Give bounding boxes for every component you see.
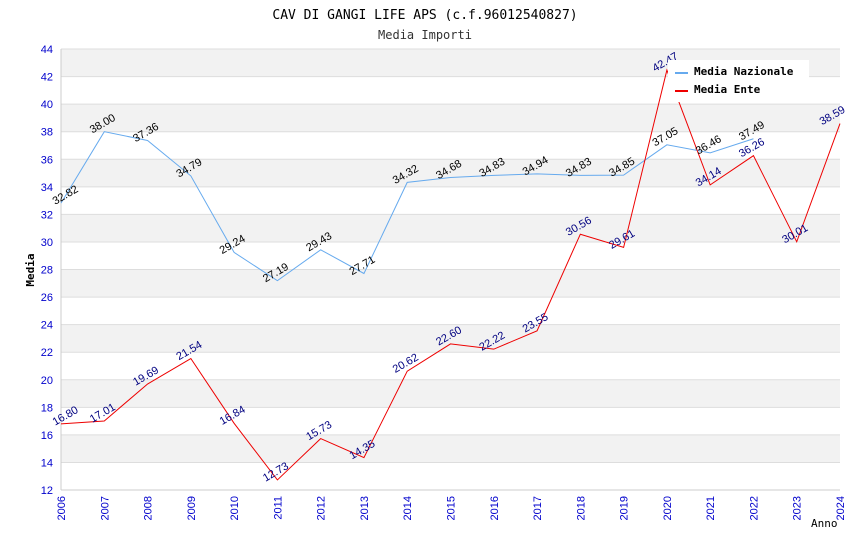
y-tick-label: 30 [41, 237, 53, 249]
y-tick-label: 44 [41, 44, 53, 56]
legend: Media Nazionale Media Ente [668, 60, 809, 102]
y-tick-label: 12 [41, 485, 53, 497]
x-tick-label: 2020 [662, 496, 674, 520]
legend-label-ente: Media Ente [694, 83, 761, 96]
y-tick-label: 28 [41, 265, 53, 277]
y-tick-label: 14 [41, 457, 53, 469]
plot-bands [61, 49, 840, 490]
x-tick-label: 2010 [229, 496, 241, 520]
y-tick-label: 32 [41, 209, 53, 221]
x-tick-label: 2023 [792, 496, 804, 520]
plot-band [61, 186, 840, 215]
gridlines [61, 48, 840, 491]
y-tick-label: 34 [41, 182, 53, 194]
x-tick-labels: 2006 2007 2008 2009 2010 2011 2012 2013 2014 2015… [56, 496, 847, 520]
plot-band [61, 297, 840, 325]
x-tick-label: 2007 [99, 496, 111, 520]
x-tick-label: 2024 [835, 496, 847, 520]
y-tick-label: 42 [41, 72, 53, 84]
plot-band [61, 379, 840, 408]
y-tick-label: 26 [41, 292, 53, 304]
x-tick-label: 2012 [316, 496, 328, 520]
chart-title: CAV DI GANGI LIFE APS (c.f.96012540827) [272, 8, 577, 23]
y-tick-label: 22 [41, 347, 53, 359]
axes [60, 49, 840, 491]
x-tick-label: 2015 [446, 496, 458, 520]
x-tick-label: 2014 [402, 496, 414, 520]
y-tick-label: 16 [41, 430, 53, 442]
plot-band [61, 352, 840, 380]
plot-band [61, 131, 840, 160]
plot-band [61, 214, 840, 242]
chart-subtitle: Media Importi [378, 28, 472, 42]
plot-band [61, 407, 840, 435]
y-tick-label: 40 [41, 99, 53, 111]
y-tick-label: 36 [41, 154, 53, 166]
series-lines [60, 68, 841, 481]
x-tick-label: 2016 [489, 496, 501, 520]
x-tick-label: 2006 [56, 496, 68, 520]
y-tick-label: 38 [41, 127, 53, 139]
x-tick-label: 2008 [143, 496, 155, 520]
plot-band [61, 462, 840, 490]
y-axis-label: Media [24, 253, 37, 286]
y-tick-labels: 12 14 16 18 20 22 24 26 28 30 32 34 36 38 40 42 44 [41, 44, 53, 497]
plot-band [61, 269, 840, 298]
legend-box [668, 60, 809, 102]
y-tick-label: 18 [41, 402, 53, 414]
plot-band [61, 159, 840, 187]
x-tick-label: 2013 [359, 496, 371, 520]
series-line-nazionale [60, 131, 754, 282]
y-tick-label: 20 [41, 375, 53, 387]
plot-band [61, 104, 840, 132]
x-tick-label: 2022 [748, 496, 760, 520]
plot-band [61, 434, 840, 463]
x-tick-label: 2011 [272, 496, 284, 520]
x-tick-label: 2017 [532, 496, 544, 520]
y-tick-label: 24 [41, 320, 53, 332]
plot-band [61, 241, 840, 270]
series-line-ente [60, 68, 841, 481]
x-axis-label: Anno [811, 517, 838, 530]
x-tick-label: 2009 [186, 496, 198, 520]
legend-label-nazionale: Media Nazionale [694, 65, 794, 78]
x-tick-label: 2021 [705, 496, 717, 520]
x-tick-label: 2018 [575, 496, 587, 520]
x-tick-label: 2019 [619, 496, 631, 520]
plot-band [61, 324, 840, 353]
